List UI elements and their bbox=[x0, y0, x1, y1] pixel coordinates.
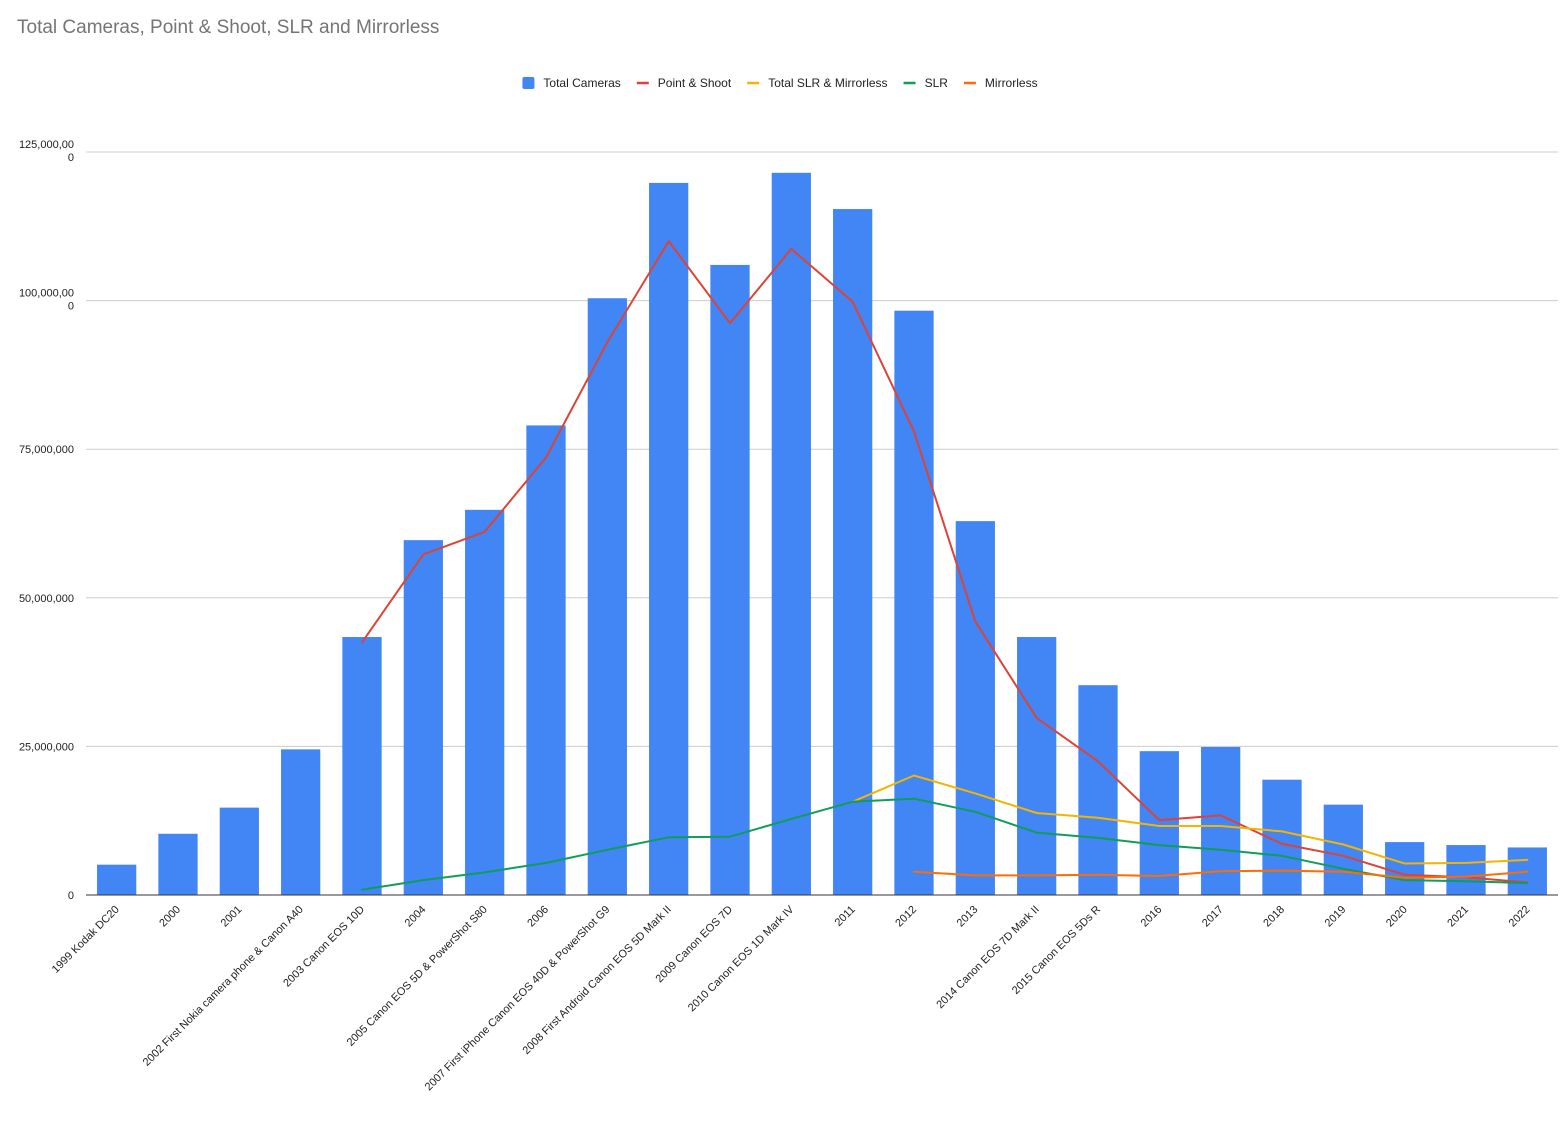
bar-total-cameras bbox=[710, 264, 750, 895]
bar-total-cameras bbox=[403, 540, 443, 895]
x-tick-label: 2017 bbox=[1200, 904, 1226, 930]
bar-total-cameras bbox=[1139, 751, 1179, 895]
legend-item-point-shoot[interactable]: Point & Shoot bbox=[636, 76, 732, 90]
bar-series-total-cameras bbox=[97, 172, 1547, 896]
bar-total-cameras bbox=[1078, 685, 1118, 895]
y-tick-label: 75,000,000 bbox=[19, 444, 74, 456]
y-axis-ticks: 0 25,000,000 50,000,000 75,000,000 100,000,0… bbox=[19, 139, 74, 902]
legend-item-slr[interactable]: SLR bbox=[903, 76, 949, 90]
bar-total-cameras bbox=[526, 425, 566, 895]
y-tick-label: 100,000,00 0 bbox=[19, 288, 74, 313]
bar-total-cameras bbox=[342, 637, 382, 895]
line-mirrorless bbox=[913, 869, 1529, 879]
legend-item-total-cameras[interactable]: Total Cameras bbox=[522, 76, 621, 90]
legend-swatch bbox=[522, 77, 535, 89]
line-point-shoot bbox=[361, 240, 1529, 884]
x-tick-label: 2011 bbox=[833, 904, 858, 929]
bar-total-cameras bbox=[465, 509, 505, 895]
x-tick-label: 2012 bbox=[893, 904, 919, 930]
y-tick-label: 0 bbox=[68, 890, 74, 902]
line-total-slr-mirrorless bbox=[851, 774, 1529, 865]
x-tick-label: 2010 Canon EOS 1D Mark IV bbox=[686, 903, 797, 1014]
x-tick-label: 2005 Canon EOS 5D & PowerShot S80 bbox=[345, 904, 490, 1049]
bar-total-cameras bbox=[1017, 637, 1057, 895]
bar-total-cameras bbox=[97, 864, 137, 895]
legend-label: SLR bbox=[925, 76, 949, 90]
x-tick-label: 2006 bbox=[525, 904, 551, 930]
chart-legend[interactable]: Total Cameras Point & Shoot Total SLR & Mi… bbox=[522, 76, 1038, 90]
legend-label: Point & Shoot bbox=[658, 76, 732, 90]
x-tick-label: 2019 bbox=[1323, 904, 1349, 930]
legend-label: Mirrorless bbox=[985, 76, 1038, 90]
x-tick-label: 2001 bbox=[219, 904, 245, 930]
chart-title: Total Cameras, Point & Shoot, SLR and Mi… bbox=[17, 17, 439, 38]
x-tick-label: 2000 bbox=[157, 904, 183, 930]
bar-total-cameras bbox=[1446, 845, 1486, 895]
legend-label: Total Cameras bbox=[543, 76, 620, 90]
bar-total-cameras bbox=[833, 209, 873, 896]
line-slr bbox=[361, 797, 1529, 891]
x-tick-label: 2018 bbox=[1261, 904, 1287, 930]
y-tick-label: 50,000,000 bbox=[19, 593, 74, 605]
bar-total-cameras bbox=[1385, 842, 1425, 895]
line-series-group bbox=[361, 240, 1529, 891]
x-tick-label: 2022 bbox=[1507, 904, 1533, 930]
bar-total-cameras bbox=[281, 749, 321, 895]
chart-gridlines bbox=[86, 151, 1558, 747]
y-tick-label: 25,000,000 bbox=[19, 741, 74, 753]
x-tick-label: 2004 bbox=[403, 904, 429, 930]
legend-item-mirrorless[interactable]: Mirrorless bbox=[963, 76, 1038, 90]
x-tick-label: 2016 bbox=[1139, 904, 1165, 930]
bar-total-cameras bbox=[587, 298, 627, 895]
x-tick-label: 2014 Canon EOS 7D Mark II bbox=[934, 904, 1041, 1011]
bar-total-cameras bbox=[649, 182, 689, 895]
x-tick-label: 1999 Kodak DC20 bbox=[50, 904, 122, 976]
bar-total-cameras bbox=[158, 833, 198, 895]
legend-item-total-slr-mirrorless[interactable]: Total SLR & Mirrorless bbox=[747, 76, 888, 90]
y-tick-label: 125,000,00 0 bbox=[19, 139, 74, 164]
bar-total-cameras bbox=[894, 310, 934, 895]
x-tick-label: 2021 bbox=[1445, 904, 1471, 930]
bar-total-cameras bbox=[1323, 804, 1363, 895]
bar-total-cameras bbox=[219, 807, 259, 895]
legend-label: Total SLR & Mirrorless bbox=[768, 76, 887, 90]
x-tick-label: 2020 bbox=[1384, 904, 1410, 930]
bar-total-cameras bbox=[771, 172, 811, 895]
x-tick-label: 2013 bbox=[955, 904, 981, 930]
